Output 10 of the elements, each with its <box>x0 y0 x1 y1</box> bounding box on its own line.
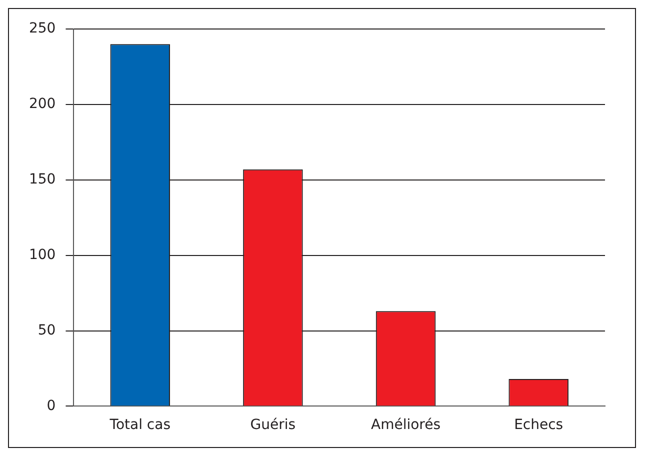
y-tick-label: 100 <box>28 246 56 263</box>
y-tick-label: 150 <box>28 172 56 188</box>
y-tick-label: 250 <box>28 20 56 37</box>
x-tick-label: Echecs <box>514 417 564 434</box>
y-tick-label: 50 <box>38 322 56 338</box>
y-tick-label: 0 <box>46 398 56 414</box>
x-tick-label: Améliorés <box>371 417 441 434</box>
y-tick-label: 200 <box>28 96 56 112</box>
x-tick-label: Guéris <box>250 417 296 434</box>
x-tick-label: Total cas <box>108 417 170 434</box>
